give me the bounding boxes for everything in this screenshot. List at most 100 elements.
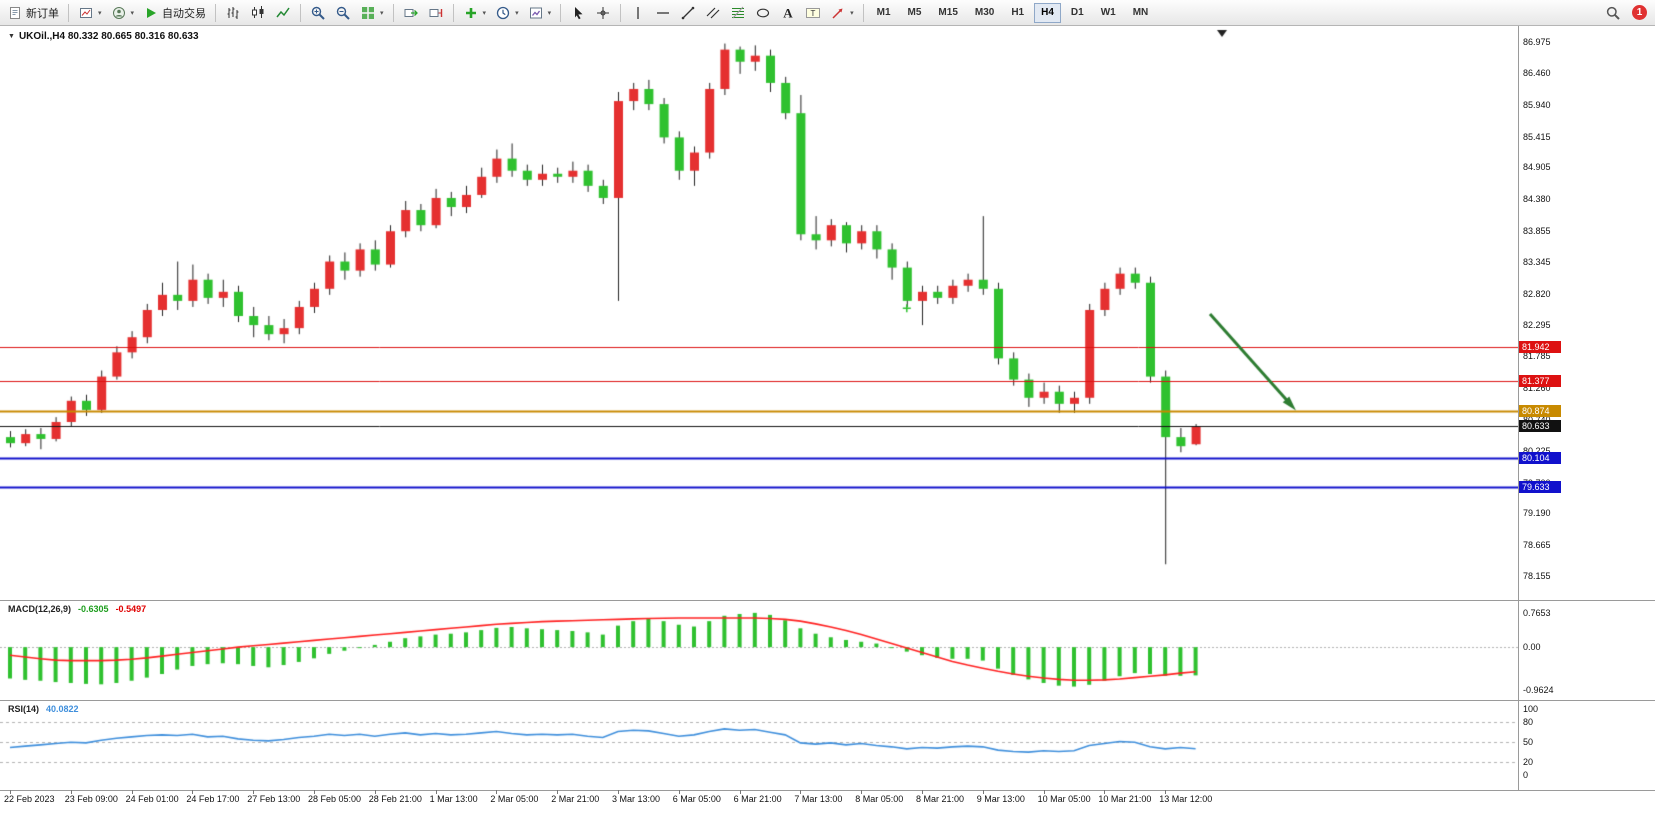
time-axis-label: 7 Mar 13:00 <box>794 794 843 804</box>
toolbar-separator <box>862 3 864 22</box>
svg-text:T: T <box>811 8 816 17</box>
auto-scroll-button[interactable] <box>399 1 423 25</box>
candle-chart-mode-button[interactable] <box>246 1 270 25</box>
horizontal-line-icon <box>655 5 671 21</box>
timeframe-m5[interactable]: M5 <box>907 6 922 18</box>
rsi-label: RSI(14) <box>8 704 40 714</box>
horizontal-line-button[interactable] <box>651 1 675 25</box>
arrow-objects-button[interactable]: ▾ <box>826 1 858 25</box>
zoom-in-button[interactable] <box>306 1 330 25</box>
collapse-arrow-icon[interactable]: ▼ <box>8 33 15 40</box>
chevron-down-icon: ▾ <box>482 9 487 17</box>
time-axis-label: 24 Feb 01:00 <box>125 794 179 804</box>
crosshair-icon <box>595 5 611 21</box>
rsi-indicator-canvas[interactable] <box>0 701 1518 790</box>
profiles-button[interactable]: ▾ <box>107 1 139 25</box>
line-chart-mode-icon <box>275 5 291 21</box>
svg-text:A: A <box>783 5 793 20</box>
profiles-icon <box>111 5 127 21</box>
auto-trading-label: 自动交易 <box>162 7 207 20</box>
vertical-line-icon <box>630 5 646 21</box>
text-button[interactable]: A <box>776 1 800 25</box>
macd-main-value: -0.6305 <box>78 604 109 614</box>
price-axis-label: 83.345 <box>1523 256 1551 267</box>
vertical-line-button[interactable] <box>626 1 650 25</box>
shapes-button[interactable] <box>751 1 775 25</box>
chevron-down-icon: ▾ <box>850 9 854 17</box>
time-axis-label: 10 Mar 05:00 <box>1037 794 1091 804</box>
macd-label-box: MACD(12,26,9) -0.6305 -0.5497 <box>8 604 146 614</box>
rsi-axis-label: 100 <box>1523 703 1539 714</box>
notifications-badge[interactable]: 1 <box>1632 5 1647 20</box>
crosshair-button[interactable] <box>591 1 615 25</box>
zoom-out-icon <box>335 5 351 21</box>
search-button[interactable] <box>1601 1 1625 25</box>
timeframe-m15[interactable]: M15 <box>938 6 958 18</box>
trendline-button[interactable] <box>676 1 700 25</box>
text-label-button[interactable]: T <box>801 1 825 25</box>
candle-chart-mode-icon <box>250 5 266 21</box>
bar-chart-mode-icon <box>225 5 241 21</box>
periods-button[interactable]: ▾ <box>491 1 523 25</box>
fibonacci-icon <box>730 5 746 21</box>
symbol-ohlc-line: ▼ UKOil.,H4 80.332 80.665 80.316 80.633 <box>8 31 199 42</box>
timeframe-w1[interactable]: W1 <box>1100 6 1116 18</box>
new-chart-button[interactable]: ▾ <box>74 1 106 25</box>
time-tick <box>1104 790 1106 794</box>
zoom-out-button[interactable] <box>331 1 355 25</box>
time-tick <box>618 790 619 794</box>
rsi-axis-label: 80 <box>1523 717 1534 728</box>
new-order-button[interactable]: 新订单 <box>3 1 63 25</box>
toolbar-separator <box>215 3 217 22</box>
toolbar-separator <box>68 3 69 22</box>
timeframe-mn[interactable]: MN <box>1132 6 1149 18</box>
timeframe-d1[interactable]: D1 <box>1070 6 1084 18</box>
fibonacci-button[interactable] <box>726 1 750 25</box>
price-axis-label: 84.380 <box>1523 194 1551 205</box>
time-tick <box>192 790 194 794</box>
time-tick <box>374 790 376 794</box>
new-order-label: 新订单 <box>26 7 59 20</box>
timeframe-h4[interactable]: H4 <box>1034 2 1061 23</box>
chart-shift-button[interactable] <box>424 1 448 25</box>
price-axis-label: 78.155 <box>1523 571 1551 582</box>
macd-panel-separator <box>0 600 1655 601</box>
timeframe-m1[interactable]: M1 <box>876 6 891 18</box>
tile-windows-button[interactable]: ▾ <box>356 1 388 25</box>
time-tick <box>800 790 802 794</box>
price-axis-label: 84.905 <box>1523 162 1551 173</box>
auto-trading-button[interactable]: 自动交易 <box>139 1 210 25</box>
time-tick <box>861 790 863 794</box>
time-axis-label: 9 Mar 13:00 <box>976 794 1025 804</box>
price-axis-label: 80.740 <box>1523 415 1551 425</box>
time-tick <box>253 790 255 794</box>
tile-windows-icon <box>360 5 376 21</box>
text-label-icon: T <box>805 5 821 21</box>
time-tick <box>435 790 437 794</box>
equidistant-channel-button[interactable] <box>701 1 725 25</box>
periods-icon <box>495 5 511 21</box>
time-axis-label: 10 Mar 21:00 <box>1098 794 1152 804</box>
timeframe-h1[interactable]: H1 <box>1011 6 1025 18</box>
timeframe-m30[interactable]: M30 <box>974 6 995 18</box>
macd-indicator-canvas[interactable] <box>0 601 1518 700</box>
bar-chart-mode-button[interactable] <box>221 1 245 25</box>
rsi-value: 40.0822 <box>46 704 79 714</box>
time-axis-label: 28 Feb 05:00 <box>308 794 362 804</box>
time-axis-label: 3 Mar 13:00 <box>612 794 661 804</box>
time-tick <box>314 790 315 794</box>
macd-axis-label: -0.9624 <box>1523 685 1554 696</box>
indicators-button[interactable]: ▾ <box>459 1 491 25</box>
time-axis-label: 22 Feb 2023 <box>4 794 55 804</box>
price-axis-label: 82.820 <box>1523 288 1551 299</box>
main-chart-canvas[interactable] <box>0 26 1518 600</box>
time-axis-label: 2 Mar 21:00 <box>551 794 600 804</box>
templates-button[interactable]: ▾ <box>524 1 556 25</box>
toolbar-separator <box>300 3 302 22</box>
new-chart-icon <box>78 5 94 21</box>
cursor-button[interactable] <box>566 1 590 25</box>
shapes-icon <box>755 5 771 21</box>
cursor-icon <box>570 5 586 21</box>
chevron-down-icon: ▾ <box>98 9 102 17</box>
line-chart-mode-button[interactable] <box>271 1 295 25</box>
